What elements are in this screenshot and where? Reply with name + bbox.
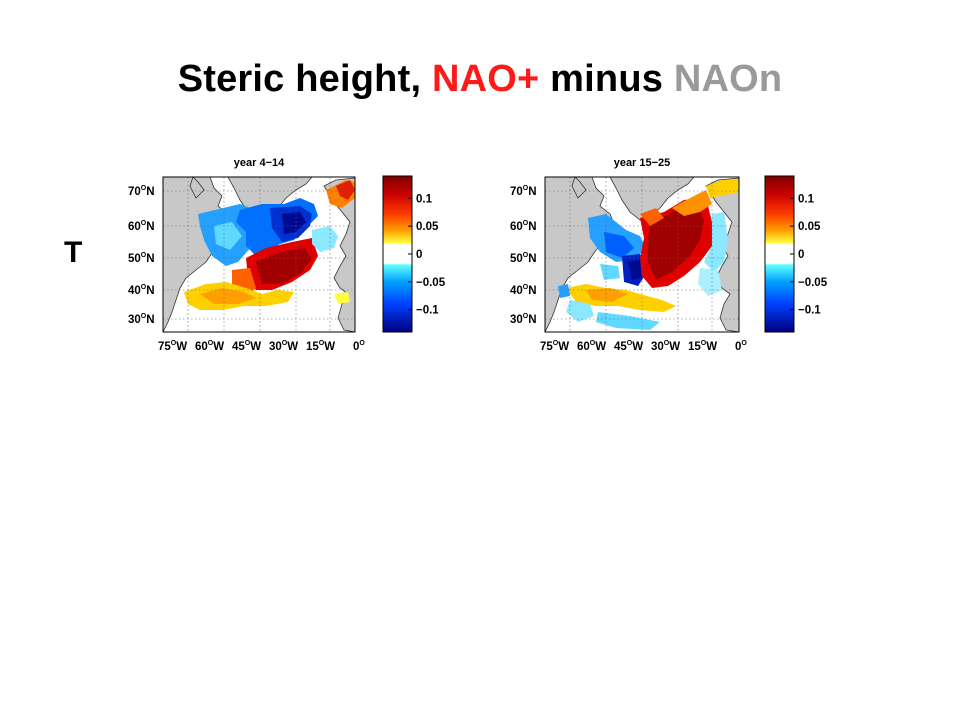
lat-label-70: 70ON — [510, 185, 537, 198]
colorbar-tick-label: −0.05 — [416, 277, 446, 289]
lat-label-50: 50ON — [510, 252, 537, 265]
colorbar-tick-label: 0.05 — [416, 221, 439, 233]
lon-label-75: 75OW — [540, 340, 569, 353]
colorbar-tick-label: 0.1 — [798, 193, 815, 205]
lon-label-30: 30OW — [651, 340, 680, 353]
row-label-t: T — [64, 236, 83, 269]
steric-anomaly-field-1 — [184, 180, 355, 310]
panel-title-1: year 4−14 — [234, 157, 285, 169]
lon-label-75: 75OW — [158, 340, 187, 353]
page-title: Steric height, NAO+ minus NAOn — [0, 58, 960, 101]
colorbar-1-scale — [382, 175, 413, 333]
colorbar-tick-label: 0.05 — [798, 221, 821, 233]
lon-label-15: 15OW — [306, 340, 335, 353]
colorbar-tick-label: 0.1 — [416, 193, 433, 205]
lon-label-45: 45OW — [614, 340, 643, 353]
colorbar-tick-label: 0 — [416, 249, 422, 261]
lat-label-30: 30ON — [510, 313, 537, 326]
map-panel-1: year 4−14 — [128, 157, 446, 353]
lon-labels-2: 75OW 60OW 45OW 30OW 15OW 0O — [540, 340, 747, 353]
colorbar-tick-label: −0.1 — [798, 305, 821, 317]
graticule-2 — [545, 177, 739, 332]
map-panel-2: year 15−25 — [510, 157, 828, 353]
lon-label-15: 15OW — [688, 340, 717, 353]
lon-label-60: 60OW — [195, 340, 224, 353]
colorbar-tick-label: −0.1 — [416, 305, 439, 317]
lat-labels-1: 70ON 60ON 50ON 40ON 30ON — [128, 185, 155, 326]
title-nao-neutral: NAOn — [673, 58, 783, 100]
land-mask-2 — [545, 177, 739, 332]
graticule-1 — [163, 177, 355, 332]
lon-label-45: 45OW — [232, 340, 261, 353]
lon-label-30: 30OW — [269, 340, 298, 353]
lat-label-40: 40ON — [510, 284, 537, 297]
title-text-2: minus — [539, 58, 674, 100]
lat-label-40: 40ON — [128, 284, 155, 297]
lat-label-60: 60ON — [128, 220, 155, 233]
lat-label-30: 30ON — [128, 313, 155, 326]
lon-label-60: 60OW — [577, 340, 606, 353]
lat-labels-2: 70ON 60ON 50ON 40ON 30ON — [510, 185, 537, 326]
panel-title-2: year 15−25 — [614, 157, 671, 169]
lat-label-70: 70ON — [128, 185, 155, 198]
colorbar-tick-label: −0.05 — [798, 277, 828, 289]
title-nao-positive: NAO+ — [431, 58, 540, 100]
lat-label-50: 50ON — [128, 252, 155, 265]
lat-label-60: 60ON — [510, 220, 537, 233]
lon-labels-1: 75OW 60OW 45OW 30OW 15OW 0O — [158, 340, 365, 353]
colorbar-tick-label: 0 — [798, 249, 804, 261]
colorbar-1: 0.1 0.05 0 −0.05 −0.1 — [382, 175, 446, 333]
lon-label-0: 0O — [353, 340, 365, 353]
lon-label-0: 0O — [735, 340, 747, 353]
colorbar-2-scale — [764, 175, 795, 333]
colorbar-2: 0.1 0.05 0 −0.05 −0.1 — [764, 175, 828, 333]
steric-anomaly-field-2 — [558, 180, 739, 330]
title-text-1: Steric height, — [177, 58, 432, 100]
